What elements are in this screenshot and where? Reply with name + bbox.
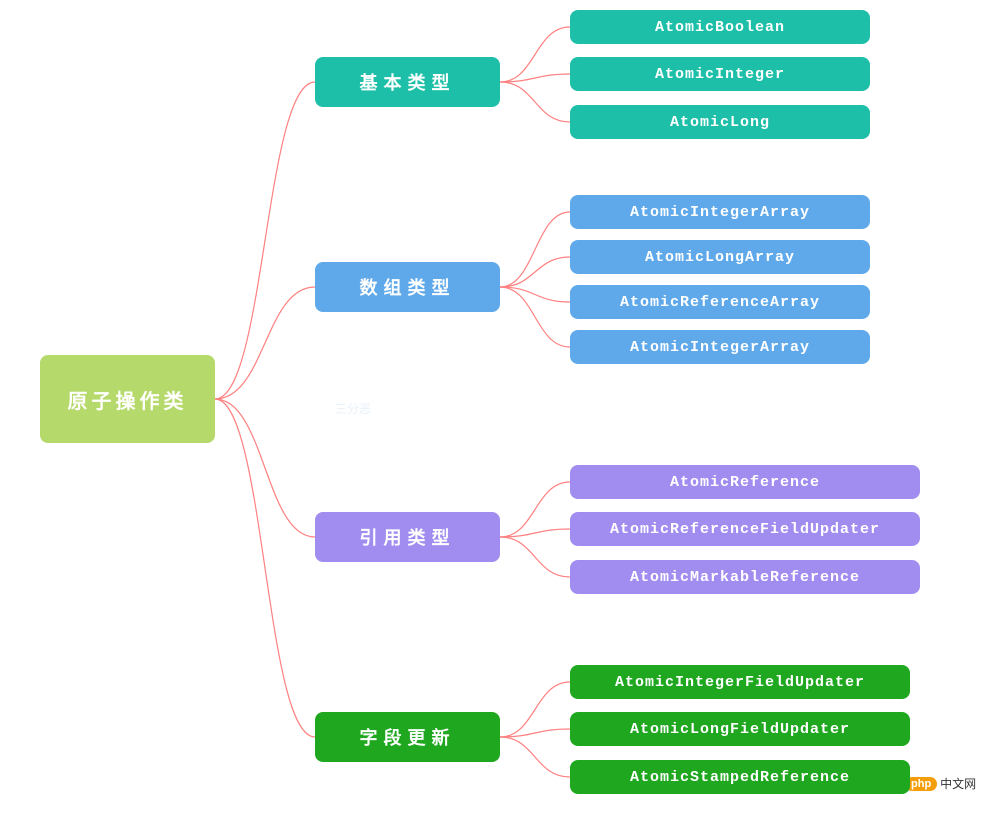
watermark-text: 三分恶 xyxy=(335,402,371,416)
edge xyxy=(500,287,570,347)
leaf-node: AtomicMarkableReference xyxy=(570,560,920,594)
leaf-node: AtomicStampedReference xyxy=(570,760,910,794)
edge xyxy=(215,82,315,399)
leaf-label: AtomicMarkableReference xyxy=(630,569,860,586)
leaf-node: AtomicIntegerArray xyxy=(570,195,870,229)
leaf-node: AtomicLong xyxy=(570,105,870,139)
root-node: 原子操作类 xyxy=(40,355,215,443)
edge xyxy=(500,529,570,537)
category-label: 基本类型 xyxy=(360,69,456,95)
leaf-node: AtomicReferenceFieldUpdater xyxy=(570,512,920,546)
edge xyxy=(500,82,570,122)
category-node-array: 数组类型 xyxy=(315,262,500,312)
edge xyxy=(500,537,570,577)
leaf-label: AtomicLongArray xyxy=(645,249,795,266)
leaf-node: AtomicIntegerArray xyxy=(570,330,870,364)
root-label: 原子操作类 xyxy=(68,385,188,414)
leaf-node: AtomicReference xyxy=(570,465,920,499)
edge xyxy=(500,27,570,82)
leaf-node: AtomicInteger xyxy=(570,57,870,91)
leaf-label: AtomicReferenceArray xyxy=(620,294,820,311)
leaf-node: AtomicLongArray xyxy=(570,240,870,274)
edge xyxy=(215,287,315,399)
leaf-label: AtomicLong xyxy=(670,114,770,131)
edge xyxy=(500,482,570,537)
edge xyxy=(500,212,570,287)
watermark: 三分恶 xyxy=(335,400,371,417)
brand-text: 中文网 xyxy=(940,775,976,792)
category-label: 引用类型 xyxy=(360,524,456,550)
leaf-node: AtomicLongFieldUpdater xyxy=(570,712,910,746)
category-node-ref: 引用类型 xyxy=(315,512,500,562)
leaf-node: AtomicReferenceArray xyxy=(570,285,870,319)
leaf-label: AtomicIntegerFieldUpdater xyxy=(615,674,865,691)
edge xyxy=(500,287,570,302)
edge xyxy=(215,399,315,737)
leaf-label: AtomicIntegerArray xyxy=(630,204,810,221)
leaf-label: AtomicLongFieldUpdater xyxy=(630,721,850,738)
edge xyxy=(500,257,570,287)
leaf-node: AtomicIntegerFieldUpdater xyxy=(570,665,910,699)
category-node-basic: 基本类型 xyxy=(315,57,500,107)
edge xyxy=(215,399,315,537)
category-label: 字段更新 xyxy=(360,724,456,750)
edge xyxy=(500,729,570,737)
edge xyxy=(500,737,570,777)
leaf-label: AtomicIntegerArray xyxy=(630,339,810,356)
leaf-node: AtomicBoolean xyxy=(570,10,870,44)
leaf-label: AtomicStampedReference xyxy=(630,769,850,786)
category-label: 数组类型 xyxy=(360,274,456,300)
leaf-label: AtomicInteger xyxy=(655,66,785,83)
brand-badge: php 中文网 xyxy=(905,775,976,792)
leaf-label: AtomicBoolean xyxy=(655,19,785,36)
category-node-field: 字段更新 xyxy=(315,712,500,762)
leaf-label: AtomicReference xyxy=(670,474,820,491)
edge xyxy=(500,682,570,737)
edge xyxy=(500,74,570,82)
leaf-label: AtomicReferenceFieldUpdater xyxy=(610,521,880,538)
